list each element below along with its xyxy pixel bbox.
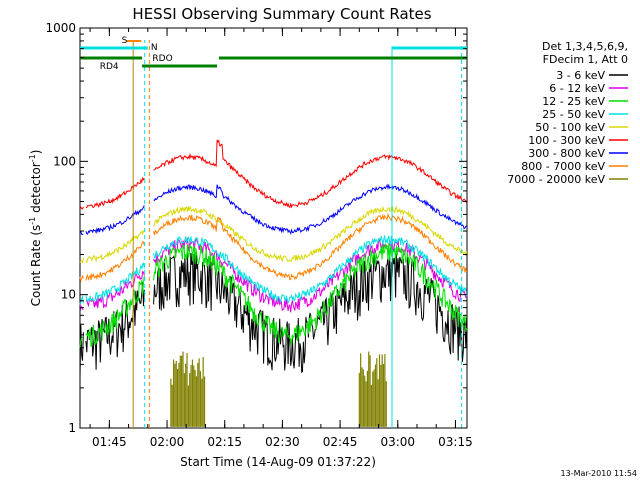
series-line-7 [79, 212, 468, 283]
x-tick-label: 02:00 [150, 435, 185, 449]
x-tick-label: 02:15 [207, 435, 242, 449]
legend-label: 100 - 300 keV [528, 134, 605, 147]
y-axis-label-part1: Count Rate (s [29, 225, 43, 307]
y-axis-label-part2: detector [29, 162, 43, 217]
x-tick-label: 03:15 [438, 435, 473, 449]
legend-label: 6 - 12 keV [549, 82, 605, 95]
legend-header-line: FDecim 1, Att 0 [543, 53, 628, 66]
plot-border [79, 27, 468, 429]
timestamp: 13-Mar-2010 11:54 [561, 469, 638, 478]
annotation-rd4: RD4 [100, 62, 119, 72]
series-layer [79, 139, 468, 427]
legend-label: 25 - 50 keV [542, 108, 605, 121]
legend-label: 3 - 6 keV [556, 69, 605, 82]
x-axis-label: Start Time (14-Aug-09 01:37:22) [180, 455, 376, 469]
x-tick-label: 03:00 [380, 435, 415, 449]
legend-header-line: Det 1,3,4,5,6,9, [542, 40, 628, 53]
y-axis: 1 10 100 1000 [45, 21, 467, 435]
x-tick-label: 02:30 [265, 435, 300, 449]
series-line-5 [79, 139, 468, 210]
x-tick-label: 02:45 [323, 435, 358, 449]
annotation-s: S [122, 36, 128, 46]
legend-label: 800 - 7000 keV [521, 160, 605, 173]
y-axis-label-part3: ) [29, 150, 43, 155]
series-line-2 [79, 242, 468, 348]
annotation-rdo: RDO [152, 54, 172, 64]
y-axis-label-sup2: -1 [28, 154, 37, 162]
series-line-4 [79, 205, 468, 265]
legend-label: 7000 - 20000 keV [507, 173, 605, 186]
y-tick-label: 100 [53, 154, 76, 168]
y-tick-label: 1 [68, 421, 76, 435]
series-line-3 [79, 235, 468, 305]
y-tick-label: 1000 [45, 21, 76, 35]
y-axis-label-sup1: -1 [28, 217, 37, 225]
legend-label: 50 - 100 keV [535, 121, 605, 134]
plot-frame [79, 27, 468, 429]
legend: Det 1,3,4,5,6,9,FDecim 1, Att 0 3 - 6 keV… [507, 40, 628, 186]
annotation-n: N [151, 43, 158, 53]
legend-label: 12 - 25 keV [542, 95, 605, 108]
y-axis-label: Count Rate (s-1 detector-1) [28, 150, 43, 307]
chart-title: HESSI Observing Summary Count Rates [132, 5, 431, 23]
series-line-6 [79, 183, 467, 235]
legend-label: 300 - 800 keV [528, 147, 605, 160]
x-tick-label: 01:45 [92, 435, 127, 449]
x-axis: 01:45 02:00 02:15 02:30 02:45 03:00 03:15 [89, 28, 473, 449]
y-tick-label: 10 [61, 288, 76, 302]
